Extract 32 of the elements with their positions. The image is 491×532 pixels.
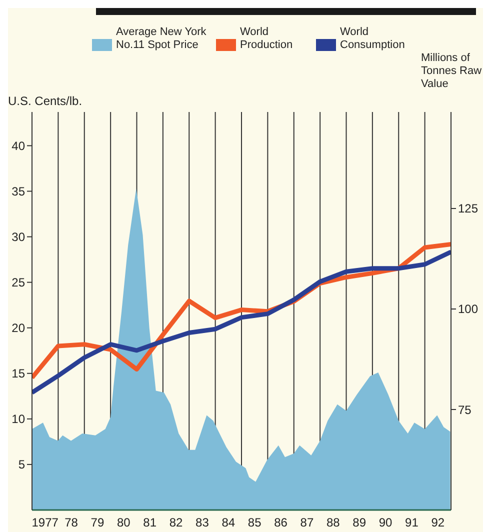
x-tick-label: 82 <box>169 516 184 530</box>
y-tick-label: 25 <box>12 276 26 290</box>
x-tick-label: 79 <box>90 516 104 530</box>
y2-axis-title: Millions of Tonnes Raw Value <box>421 52 483 91</box>
legend-label: World Production <box>240 26 294 52</box>
x-tick-label: 86 <box>274 516 288 530</box>
x-tick-label: 91 <box>405 516 419 530</box>
y-tick-label: 20 <box>12 321 26 336</box>
x-tick-label: 1977 <box>32 516 59 530</box>
x-tick-label: 89 <box>352 516 366 530</box>
x-tick-label: 83 <box>196 516 210 530</box>
y-tick-label: 15 <box>12 366 26 381</box>
x-tick-label: 80 <box>116 516 131 530</box>
x-tick-label: 81 <box>143 516 157 530</box>
y-tick-label: 35 <box>12 184 26 198</box>
x-tick-label: 85 <box>248 516 262 530</box>
y-axis-title: U.S. Cents/lb. <box>8 94 82 108</box>
y-tick-label: 40 <box>12 138 26 153</box>
y2-tick-label: 75 <box>458 402 472 417</box>
x-tick-label: 88 <box>326 516 340 530</box>
x-tick-label: 92 <box>431 516 445 530</box>
legend-label: Average New York No.11 Spot Price <box>116 26 208 52</box>
x-tick-label: 84 <box>222 516 236 530</box>
y2-tick-label: 100 <box>458 302 478 316</box>
y-tick-label: 10 <box>12 412 26 426</box>
x-tick-label: 90 <box>378 516 393 530</box>
y-tick-label: 30 <box>12 230 26 244</box>
x-tick-label: 87 <box>300 516 314 530</box>
y-tick-label: 5 <box>18 458 26 472</box>
legend-label: World Consumption <box>340 26 406 52</box>
x-tick-label: 78 <box>64 516 78 530</box>
y2-tick-label: 125 <box>458 202 478 216</box>
